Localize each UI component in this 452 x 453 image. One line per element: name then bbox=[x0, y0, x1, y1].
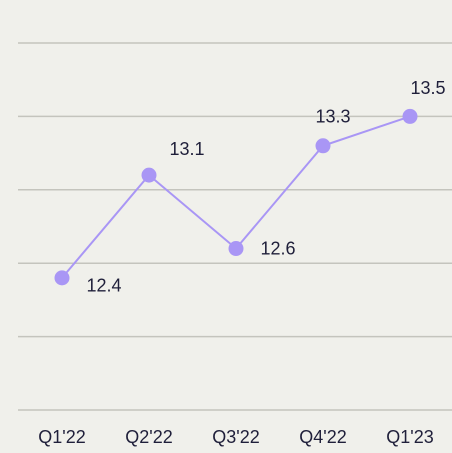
data-label: 13.3 bbox=[315, 107, 350, 127]
x-tick-label: Q4'22 bbox=[299, 427, 346, 447]
data-label: 12.6 bbox=[260, 238, 295, 258]
x-tick-label: Q1'23 bbox=[386, 427, 433, 447]
data-label: 13.5 bbox=[410, 78, 445, 98]
data-label: 13.1 bbox=[169, 139, 204, 159]
point bbox=[402, 108, 418, 124]
point bbox=[141, 167, 157, 183]
point bbox=[228, 241, 244, 257]
x-tick-label: Q3'22 bbox=[212, 427, 259, 447]
data-label: 12.4 bbox=[86, 276, 121, 296]
x-tick-label: Q1'22 bbox=[38, 427, 85, 447]
x-tick-label: Q2'22 bbox=[125, 427, 172, 447]
point bbox=[54, 270, 70, 286]
point bbox=[315, 138, 331, 154]
